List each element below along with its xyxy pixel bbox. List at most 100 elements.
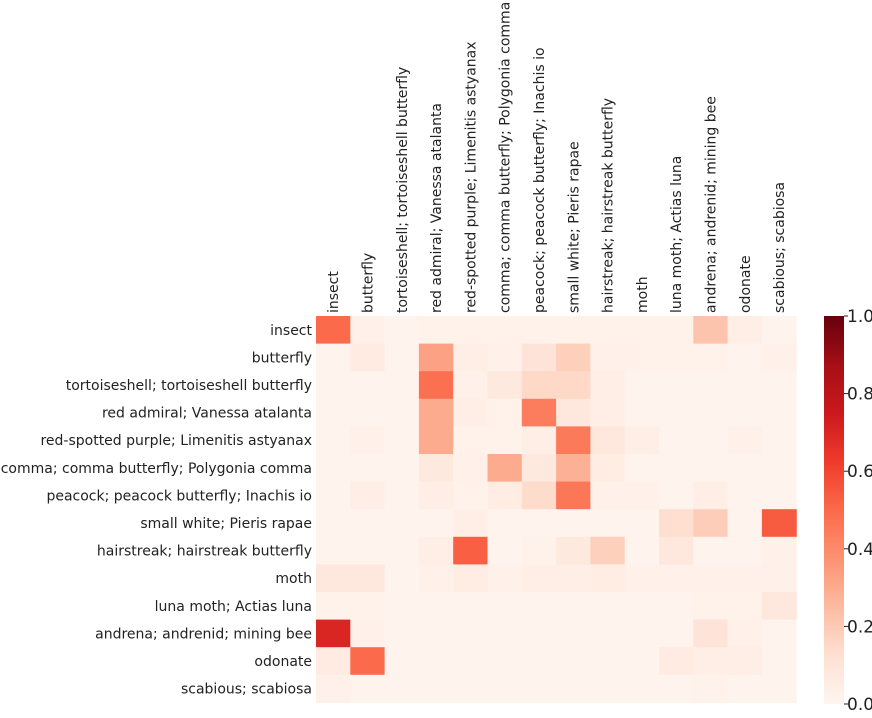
heatmap-cell: [453, 536, 489, 565]
y-tick-label: peacock; peacock butterfly; Inachis io: [46, 488, 312, 504]
heatmap-cell: [624, 454, 660, 483]
heatmap-cell: [453, 674, 489, 703]
heatmap-cell: [624, 371, 660, 400]
heatmap-cell: [761, 619, 797, 648]
heatmap-cell: [624, 592, 660, 621]
heatmap-cells: [316, 316, 797, 703]
heatmap-cell: [624, 619, 660, 648]
heatmap-cell: [453, 316, 489, 345]
heatmap-cell: [418, 343, 454, 372]
y-tick-label: scabious; scabiosa: [181, 682, 312, 698]
heatmap-cell: [521, 592, 557, 621]
heatmap-cell: [487, 371, 523, 400]
heatmap-cell: [761, 536, 797, 565]
heatmap-cell: [761, 564, 797, 593]
heatmap-cell: [487, 343, 523, 372]
heatmap-cell: [418, 398, 454, 427]
heatmap-cell: [521, 564, 557, 593]
heatmap-cell: [761, 454, 797, 483]
heatmap-cell: [590, 509, 626, 538]
heatmap-cell: [350, 564, 386, 593]
heatmap-cell: [761, 509, 797, 538]
x-tick-label: red admiral; Vanessa atalanta: [429, 103, 445, 313]
heatmap-cell: [453, 564, 489, 593]
heatmap-cell: [384, 481, 420, 510]
heatmap-cell: [418, 619, 454, 648]
heatmap-cell: [590, 536, 626, 565]
heatmap-cell: [487, 426, 523, 455]
heatmap-cell: [761, 481, 797, 510]
heatmap-cell: [487, 592, 523, 621]
heatmap-cell: [693, 564, 729, 593]
heatmap-cell: [418, 536, 454, 565]
heatmap-cell: [316, 509, 351, 538]
y-tick-label: tortoiseshell; tortoiseshell butterfly: [66, 378, 312, 394]
x-tick-label: odonate: [738, 255, 754, 313]
heatmap-cell: [624, 426, 660, 455]
heatmap-cell: [521, 343, 557, 372]
heatmap-cell: [521, 316, 557, 345]
colorbar-gradient: [824, 316, 844, 704]
heatmap-cell: [693, 398, 729, 427]
heatmap-cell: [693, 647, 729, 676]
colorbar-tick-label: 0.8: [847, 385, 872, 405]
x-tick-label: tortoiseshell; tortoiseshell butterfly: [395, 67, 411, 313]
heatmap-cell: [659, 592, 694, 621]
heatmap-cell: [556, 674, 591, 703]
y-axis-labels: insect butterfly tortoiseshell; tortoisesh…: [1, 323, 313, 698]
heatmap-cell: [556, 426, 591, 455]
heatmap-cell: [727, 426, 763, 455]
heatmap-cell: [316, 536, 351, 565]
heatmap-cell: [316, 564, 351, 593]
heatmap-cell: [590, 426, 626, 455]
heatmap-cell: [693, 316, 729, 345]
heatmap-cell: [453, 454, 489, 483]
heatmap-cell: [350, 509, 386, 538]
heatmap-cell: [727, 371, 763, 400]
heatmap-cell: [761, 592, 797, 621]
x-tick-label: andrena; andrenid; mining bee: [704, 96, 720, 313]
heatmap-cell: [727, 343, 763, 372]
heatmap-cell: [316, 619, 351, 648]
heatmap-cell: [487, 398, 523, 427]
heatmap-cell: [384, 398, 420, 427]
heatmap-cell: [384, 592, 420, 621]
y-tick-label: butterfly: [252, 350, 312, 366]
heatmap-cell: [521, 536, 557, 565]
heatmap-cell: [350, 481, 386, 510]
heatmap-cell: [418, 564, 454, 593]
heatmap-cell: [350, 647, 386, 676]
heatmap-cell: [350, 398, 386, 427]
heatmap-cell: [350, 316, 386, 345]
heatmap-cell: [556, 343, 591, 372]
heatmap-cell: [350, 674, 386, 703]
y-tick-label: comma; comma butterfly; Polygonia comma: [1, 461, 312, 477]
y-tick-label: hairstreak; hairstreak butterfly: [97, 544, 312, 560]
heatmap-cell: [350, 536, 386, 565]
heatmap-cell: [316, 426, 351, 455]
y-tick-label: luna moth; Actias luna: [155, 599, 312, 615]
heatmap-cell: [659, 564, 694, 593]
heatmap-cell: [590, 454, 626, 483]
heatmap-cell: [316, 592, 351, 621]
heatmap-cell: [556, 481, 591, 510]
heatmap-cell: [761, 426, 797, 455]
heatmap-cell: [316, 454, 351, 483]
heatmap-cell: [590, 316, 626, 345]
heatmap-cell: [350, 454, 386, 483]
heatmap-cell: [418, 647, 454, 676]
heatmap-cell: [693, 509, 729, 538]
heatmap-cell: [487, 619, 523, 648]
heatmap-cell: [384, 619, 420, 648]
heatmap-cell: [693, 481, 729, 510]
y-tick-label: red-spotted purple; Limenitis astyanax: [40, 433, 312, 449]
x-tick-label: comma; comma butterfly; Polygonia comma: [498, 2, 514, 313]
heatmap-cell: [384, 371, 420, 400]
heatmap-cell: [453, 481, 489, 510]
heatmap-cell: [590, 647, 626, 676]
heatmap-cell: [350, 592, 386, 621]
colorbar: 0.0 0.2 0.4 0.6 0.8 1.0: [824, 307, 872, 715]
heatmap-cell: [521, 398, 557, 427]
heatmap-cell: [624, 564, 660, 593]
heatmap-cell: [556, 619, 591, 648]
